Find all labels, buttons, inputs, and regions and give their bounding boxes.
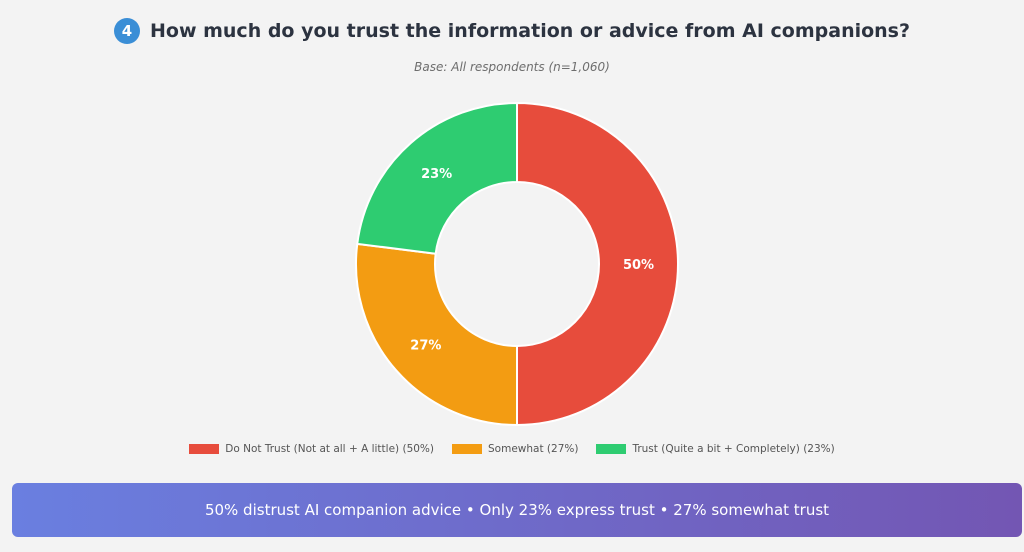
legend-swatch-2 — [596, 444, 627, 454]
donut-slice-2[interactable] — [356, 101, 518, 255]
legend-swatch-0 — [189, 444, 220, 454]
legend-swatch-1 — [452, 444, 483, 454]
legend-item-2[interactable]: Trust (Quite a bit + Completely) (23%) — [596, 443, 835, 455]
chart-title: How much do you trust the information or… — [149, 20, 911, 42]
summary-banner-text: 50% distrust AI companion advice • Only … — [204, 501, 830, 519]
legend-label-1: Somewhat (27%) — [488, 443, 579, 455]
chart-subtitle: Base: All respondents (n=1,060) — [414, 60, 610, 74]
legend-label-2: Trust (Quite a bit + Completely) (23%) — [632, 443, 835, 455]
donut-slice-0[interactable] — [516, 101, 679, 427]
legend-item-1[interactable]: Somewhat (27%) — [452, 443, 578, 455]
donut-slice-1[interactable] — [355, 242, 518, 427]
slice-value-label-1: 27% — [410, 338, 441, 353]
summary-banner: 50% distrust AI companion advice • Only … — [12, 483, 1022, 537]
legend-label-0: Do Not Trust (Not at all + A little) (50… — [225, 443, 435, 455]
chart-header: 4 How much do you trust the information … — [0, 18, 1024, 44]
donut-chart: 50% 27% 23% — [355, 101, 679, 427]
chart-legend: Do Not Trust (Not at all + A little) (50… — [0, 443, 1024, 455]
question-number-badge: 4 — [113, 18, 140, 44]
slice-value-label-0: 50% — [623, 258, 654, 273]
legend-item-0[interactable]: Do Not Trust (Not at all + A little) (50… — [189, 443, 434, 455]
slice-value-label-2: 23% — [421, 167, 452, 182]
